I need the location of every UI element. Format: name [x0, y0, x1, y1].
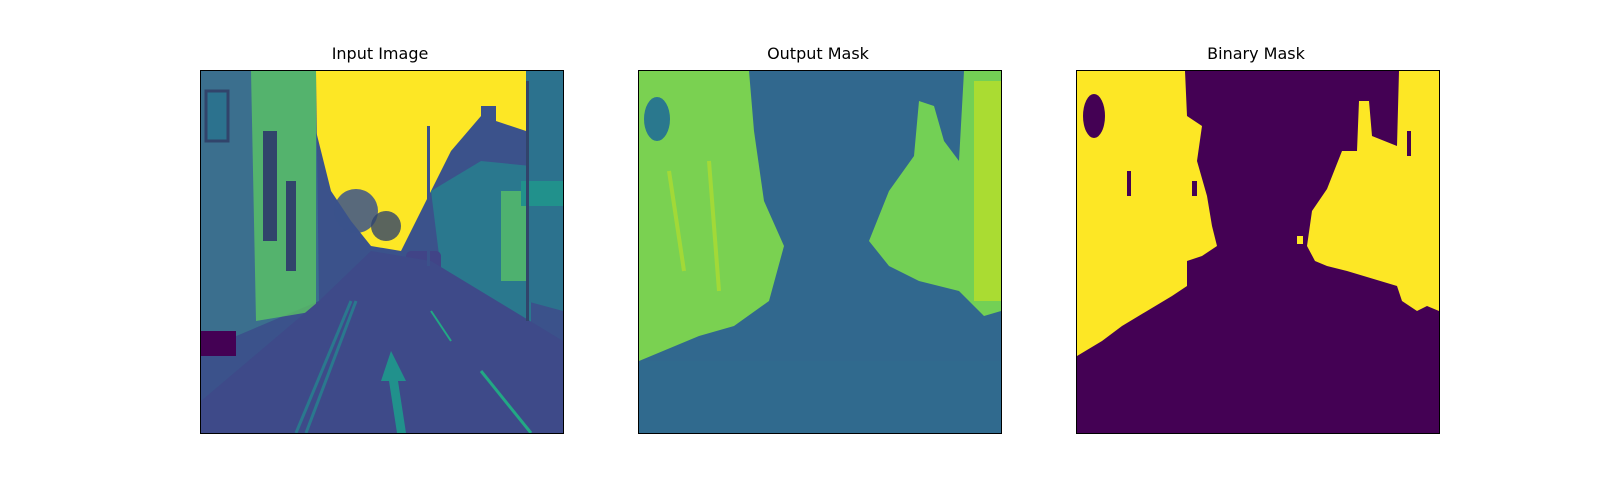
output-mask-axes: [638, 70, 1002, 434]
input-image: [201, 71, 563, 433]
panel-title-output: Output Mask: [767, 44, 869, 63]
binary-mask: [1077, 71, 1439, 433]
output-mask: [639, 71, 1001, 433]
panel-title-binary: Binary Mask: [1207, 44, 1305, 63]
panel-title-input: Input Image: [331, 44, 429, 63]
binary-mask-axes: [1076, 70, 1440, 434]
input-image-axes: [200, 70, 564, 434]
